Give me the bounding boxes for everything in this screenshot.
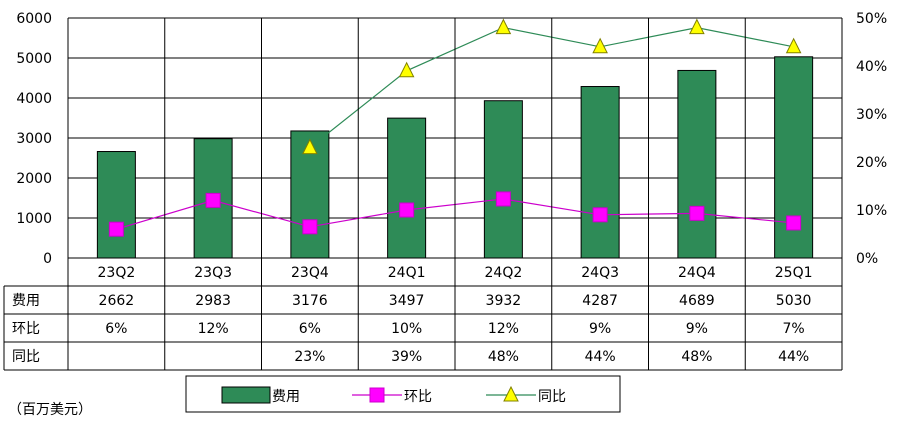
- table-cell: 23%: [294, 349, 325, 365]
- right-tick-label: 0%: [856, 251, 878, 267]
- left-tick-label: 5000: [16, 51, 52, 67]
- point-square-23Q3: [205, 192, 221, 208]
- legend-label-2: 同比: [538, 389, 566, 405]
- point-triangle-24Q2: [495, 18, 512, 35]
- left-tick-label: 1000: [16, 211, 52, 227]
- category-label: 23Q3: [194, 265, 232, 281]
- table-cell: 48%: [488, 349, 519, 365]
- point-triangle-24Q1: [398, 61, 415, 78]
- right-tick-label: 40%: [856, 59, 887, 75]
- table-cell: 10%: [391, 321, 422, 337]
- legend-marker-triangle: [503, 385, 519, 402]
- table-cell: 4689: [679, 293, 715, 309]
- table-cell: 48%: [681, 349, 712, 365]
- bar-23Q2: [96, 151, 136, 259]
- point-square-25Q1: [786, 215, 802, 231]
- legend-label-1: 环比: [404, 389, 432, 405]
- table-cell: 4287: [582, 293, 618, 309]
- point-square-23Q4: [302, 219, 318, 235]
- bar-24Q1: [387, 117, 427, 259]
- table-cell: 12%: [488, 321, 519, 337]
- right-tick-label: 50%: [856, 11, 887, 27]
- right-tick-label: 10%: [856, 203, 887, 219]
- axes: 0 1000 2000 3000 4000 5000 6000 0% 10% 20% 30% 40% 5…: [16, 11, 887, 267]
- table-cell: 6%: [299, 321, 321, 337]
- table-cell: 7%: [783, 321, 805, 337]
- left-tick-label: 3000: [16, 131, 52, 147]
- point-triangle-24Q3: [592, 37, 608, 54]
- table-row-label: 费用: [12, 293, 40, 309]
- left-tick-label: 4000: [16, 91, 52, 107]
- bar-24Q2: [483, 100, 523, 259]
- right-tick-label: 20%: [856, 155, 887, 171]
- legend-swatch-bar: [221, 386, 271, 404]
- category-label: 24Q1: [388, 265, 426, 281]
- table-cell: 44%: [778, 349, 809, 365]
- table-cell: 2983: [195, 293, 231, 309]
- table-cell: 39%: [391, 349, 422, 365]
- point-square-24Q2: [495, 191, 511, 207]
- bar-24Q3: [580, 86, 620, 259]
- unit-label: （百万美元）: [8, 402, 92, 418]
- table-cell: 3497: [389, 293, 425, 309]
- point-triangle-23Q4: [302, 138, 318, 155]
- category-label: 24Q3: [581, 265, 619, 281]
- table-cell: 44%: [585, 349, 616, 365]
- table-cell: 9%: [589, 321, 611, 337]
- point-triangle-24Q4: [689, 18, 705, 35]
- point-square-24Q1: [399, 202, 415, 218]
- data-table: 23Q2 23Q3 23Q4 24Q1 24Q2 24Q3 24Q4 25Q1 费用 2662 29…: [3, 18, 843, 371]
- left-tick-label: 2000: [16, 171, 52, 187]
- bar-24Q4: [677, 69, 717, 259]
- point-triangle-25Q1: [785, 37, 802, 54]
- legend-marker-square: [369, 387, 385, 403]
- table-row-label: 环比: [12, 321, 40, 337]
- legend-label-0: 费用: [272, 389, 300, 405]
- legend: 费用 环比 同比: [185, 375, 621, 413]
- category-label: 24Q4: [678, 265, 716, 281]
- table-cell: 2662: [99, 293, 135, 309]
- table-row-label: 同比: [12, 349, 40, 365]
- category-label: 25Q1: [775, 265, 813, 281]
- table-cell: 3176: [292, 293, 328, 309]
- point-square-24Q3: [592, 207, 608, 223]
- right-tick-label: 30%: [856, 107, 887, 123]
- table-cell: 12%: [198, 321, 229, 337]
- left-tick-label: 0: [43, 251, 52, 267]
- point-square-23Q2: [108, 221, 124, 237]
- category-label: 23Q2: [98, 265, 136, 281]
- category-label: 23Q4: [291, 265, 329, 281]
- point-square-24Q4: [689, 205, 705, 221]
- bars: [96, 56, 814, 259]
- table-cell: 5030: [776, 293, 812, 309]
- table-cell: 3932: [486, 293, 522, 309]
- left-tick-label: 6000: [16, 11, 52, 27]
- table-cell: 9%: [686, 321, 708, 337]
- category-label: 24Q2: [485, 265, 523, 281]
- table-cell: 6%: [105, 321, 127, 337]
